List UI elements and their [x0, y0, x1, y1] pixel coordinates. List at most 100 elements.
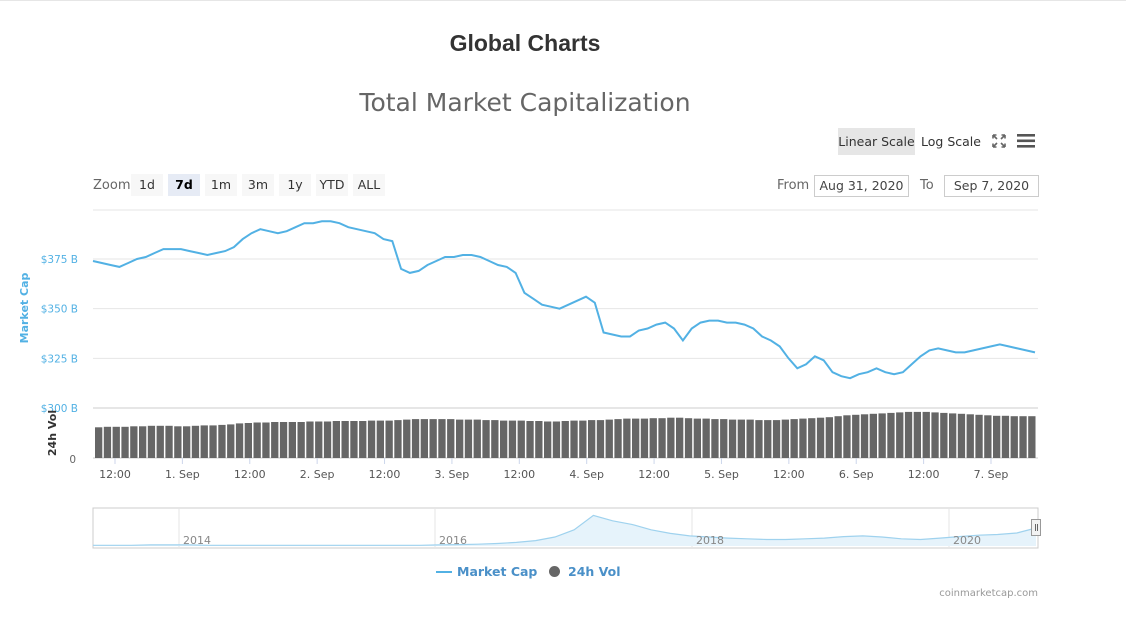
log-scale-button[interactable]: Log Scale — [921, 134, 981, 149]
fullscreen-icon[interactable] — [990, 132, 1008, 150]
navigator-handle[interactable] — [1031, 519, 1041, 536]
zoom-7d-button[interactable]: 7d — [168, 174, 200, 196]
zoom-label: Zoom — [93, 178, 131, 193]
zoom-ytd-button[interactable]: YTD — [316, 174, 348, 196]
volume-bar — [711, 419, 719, 458]
volume-bar — [200, 425, 208, 458]
volume-bar — [456, 419, 464, 458]
volume-bar — [420, 419, 428, 458]
legend-circle-icon — [549, 566, 560, 577]
x-tick-label: 4. Sep — [569, 468, 604, 481]
volume-bar — [403, 419, 411, 458]
volume-bar — [147, 425, 156, 458]
volume-bar — [1028, 416, 1036, 458]
volume-bar — [966, 414, 974, 458]
zoom-3m-button[interactable]: 3m — [242, 174, 274, 196]
volume-bar — [878, 413, 886, 458]
volume-bar — [852, 414, 860, 458]
y-tick-label: $350 B — [41, 304, 78, 316]
volume-bar — [491, 420, 499, 458]
x-tick-label: 3. Sep — [435, 468, 470, 481]
volume-bar — [949, 413, 957, 458]
volume-bar — [570, 420, 578, 458]
volume-bar — [764, 420, 772, 458]
volume-bar — [95, 427, 103, 458]
volume-bar — [156, 425, 164, 458]
volume-bar — [103, 426, 112, 458]
volume-bar — [799, 418, 807, 458]
credit-link[interactable]: coinmarketcap.com — [939, 588, 1038, 599]
volume-bar — [702, 418, 710, 458]
volume-bar — [341, 421, 349, 458]
volume-bar — [526, 421, 534, 458]
volume-bar — [112, 426, 120, 458]
volume-bar — [728, 419, 737, 458]
zoom-1y-button[interactable]: 1y — [279, 174, 311, 196]
volume-bar — [367, 420, 376, 458]
x-tick-label: 12:00 — [638, 468, 670, 481]
navigator-year-label: 2014 — [183, 534, 211, 547]
navigator-year-label: 2020 — [953, 534, 981, 547]
x-tick-label: 5. Sep — [704, 468, 739, 481]
volume-bar — [139, 426, 147, 458]
volume-bar — [808, 418, 816, 458]
legend-line-icon — [436, 571, 452, 573]
volume-bar — [781, 419, 789, 458]
volume-bar — [658, 418, 666, 458]
chart-title: Total Market Capitalization — [359, 88, 691, 117]
volume-bar — [411, 419, 420, 458]
to-label: To — [920, 178, 934, 193]
volume-bar — [191, 425, 200, 458]
volume-bar — [790, 419, 798, 458]
volume-bar — [385, 420, 393, 458]
volume-bar — [632, 418, 640, 458]
hamburger-menu-icon[interactable] — [1016, 132, 1036, 150]
zoom-1d-button[interactable]: 1d — [131, 174, 163, 196]
volume-bar — [323, 421, 332, 458]
volume-bar — [297, 422, 305, 458]
volume-bar — [552, 421, 561, 458]
zoom-1m-button[interactable]: 1m — [205, 174, 237, 196]
volume-zero-tick: 0 — [69, 454, 76, 466]
volume-bar — [315, 421, 323, 458]
volume-bar — [755, 420, 763, 458]
from-date-input[interactable]: Aug 31, 2020 — [814, 175, 909, 197]
volume-bar — [614, 419, 622, 458]
volume-bar — [904, 411, 913, 458]
volume-bar — [235, 423, 244, 458]
x-tick-label: 12:00 — [369, 468, 401, 481]
y-tick-label: $375 B — [41, 254, 78, 266]
x-axis-ticks: 12:00 1. Sep 12:00 2. Sep 12:00 3. Sep 12:00 4.… — [99, 458, 1008, 481]
volume-bar — [500, 420, 508, 458]
volume-bar — [640, 418, 649, 458]
volume-bar — [183, 426, 191, 458]
x-tick-label: 2. Sep — [300, 468, 335, 481]
x-tick-label: 6. Sep — [839, 468, 874, 481]
volume-bar — [816, 417, 825, 458]
volume-bar — [737, 419, 745, 458]
volume-bar — [253, 422, 261, 458]
volume-bar — [279, 422, 288, 458]
linear-scale-button[interactable]: Linear Scale — [838, 128, 915, 155]
grid-lines — [93, 209, 1038, 459]
volume-bar — [693, 418, 701, 458]
volume-bar — [825, 417, 833, 458]
volume-bar — [447, 419, 455, 458]
from-label: From — [777, 178, 810, 193]
x-tick-label: 1. Sep — [165, 468, 200, 481]
volume-bar — [588, 420, 596, 458]
volume-bar — [834, 416, 842, 458]
volume-bar — [922, 411, 930, 458]
zoom-all-button[interactable]: ALL — [353, 174, 385, 196]
volume-bar — [772, 420, 781, 458]
x-tick-label: 12:00 — [503, 468, 535, 481]
volume-bar — [1019, 416, 1027, 458]
x-tick-label: 12:00 — [908, 468, 940, 481]
volume-bar — [887, 412, 895, 458]
navigator-year-label: 2018 — [696, 534, 724, 547]
to-date-input[interactable]: Sep 7, 2020 — [944, 175, 1039, 197]
volume-bar — [332, 421, 340, 458]
legend-24h-vol-label: 24h Vol — [568, 564, 621, 579]
volume-bar — [561, 421, 569, 458]
volume-bar — [993, 415, 1001, 458]
